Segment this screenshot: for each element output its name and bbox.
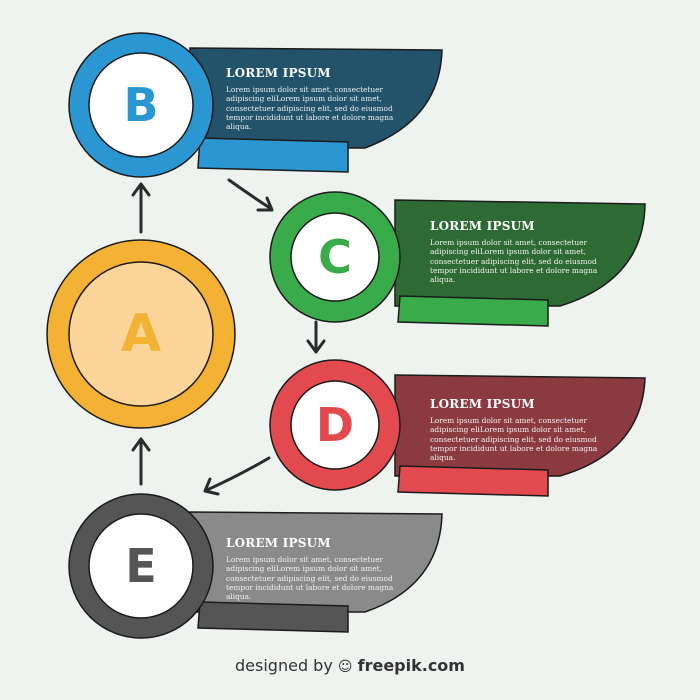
footer-brand[interactable]: freepik.com bbox=[357, 656, 465, 675]
step-d-text: LOREM IPSUM Lorem ipsum dolor sit amet, … bbox=[430, 397, 610, 462]
step-b-title: LOREM IPSUM bbox=[226, 66, 331, 80]
arrow-d-to-e bbox=[203, 456, 271, 496]
footer-credit: designed by ☺ freepik.com bbox=[0, 656, 700, 675]
step-c-shape bbox=[269, 191, 646, 327]
circle-b-inner bbox=[88, 52, 194, 158]
step-e-text: LOREM IPSUM Lorem ipsum dolor sit amet, … bbox=[226, 536, 406, 601]
step-e-body: Lorem ipsum dolor sit amet, consectetuer… bbox=[226, 555, 394, 602]
letter-b: B bbox=[123, 78, 159, 132]
step-d-title: LOREM IPSUM bbox=[430, 397, 535, 411]
step-a-shape bbox=[46, 239, 236, 429]
circle-c-inner bbox=[290, 212, 380, 302]
arrow-e-to-a bbox=[131, 437, 151, 486]
step-b-body: Lorem ipsum dolor sit amet, consectetuer… bbox=[226, 85, 394, 132]
step-e-title: LOREM IPSUM bbox=[226, 536, 331, 550]
circle-e-inner bbox=[88, 513, 194, 619]
step-d-shape bbox=[269, 359, 646, 497]
step-c-body: Lorem ipsum dolor sit amet, consectetuer… bbox=[430, 238, 598, 285]
step-e-shape bbox=[68, 493, 443, 639]
step-c-title: LOREM IPSUM bbox=[430, 219, 535, 233]
arrow-b-to-c bbox=[227, 178, 274, 212]
circle-a-inner bbox=[68, 261, 214, 407]
circle-d-inner bbox=[290, 380, 380, 470]
letter-c: C bbox=[318, 230, 352, 284]
letter-a: A bbox=[120, 304, 162, 364]
step-b-text: LOREM IPSUM Lorem ipsum dolor sit amet, … bbox=[226, 66, 406, 131]
letter-e: E bbox=[125, 539, 157, 593]
step-c-text: LOREM IPSUM Lorem ipsum dolor sit amet, … bbox=[430, 219, 610, 284]
arrow-a-to-b bbox=[131, 182, 151, 234]
letter-d: D bbox=[315, 398, 355, 452]
footer-prefix: designed by bbox=[235, 656, 333, 675]
freepik-logo-icon: ☺ bbox=[337, 659, 353, 675]
arrow-c-to-d bbox=[306, 320, 326, 354]
step-b-shape bbox=[68, 32, 443, 178]
step-d-body: Lorem ipsum dolor sit amet, consectetuer… bbox=[430, 416, 598, 463]
